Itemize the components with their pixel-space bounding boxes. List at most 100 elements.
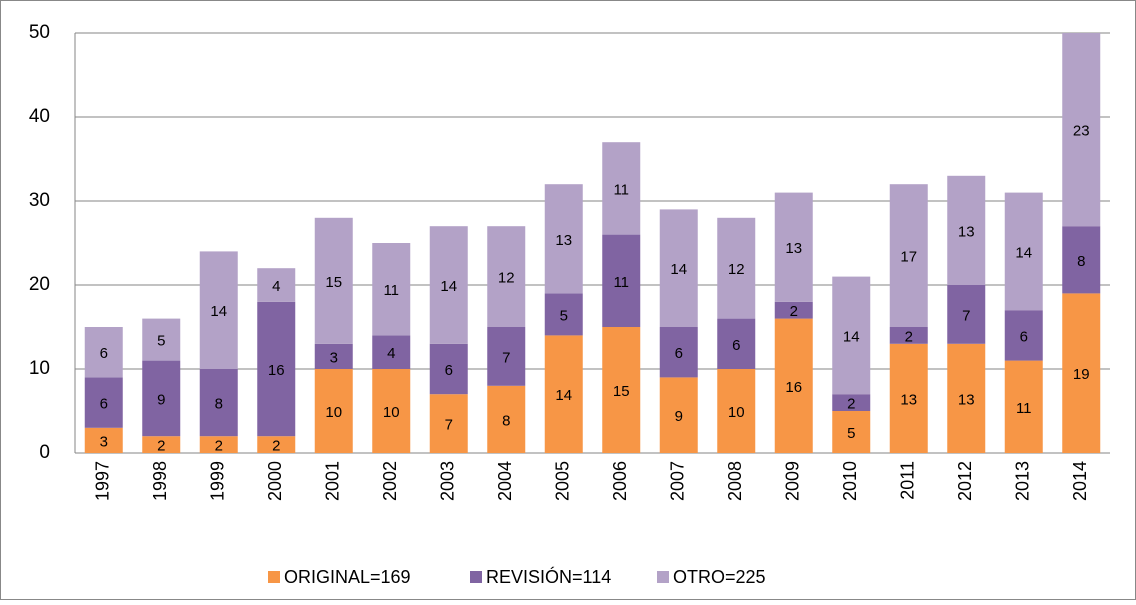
bar-segment [142,318,181,361]
data-label: 2 [905,328,913,345]
y-tick-label: 20 [29,274,50,295]
x-tick-label: 2002 [380,461,400,501]
bar-segment [602,234,641,327]
bar-segment [429,394,468,453]
bar-segment [659,209,698,327]
bar-segment [1004,310,1043,361]
bar-segment [372,369,411,453]
bar-segment [487,327,526,386]
bar-segment [717,217,756,319]
data-label: 19 [1073,366,1090,383]
data-label: 17 [900,249,917,266]
data-label: 2 [790,303,798,320]
legend-swatch [470,571,482,583]
x-tick-label: 2007 [668,461,688,501]
bar-segment [947,343,986,453]
x-tick-label: 2006 [610,461,630,501]
data-label: 14 [1015,244,1032,261]
x-tick-label: 1999 [208,461,228,501]
bar-segment [544,184,583,294]
data-label: 5 [560,307,568,324]
x-tick-label: 2001 [323,461,343,501]
bar-segment [774,192,813,302]
legend-swatch [268,571,280,583]
data-label: 6 [100,345,108,362]
data-label: 16 [268,362,285,379]
data-label: 11 [613,181,629,198]
data-label: 8 [215,396,223,413]
data-label: 15 [613,383,630,400]
bar-segment [889,343,928,453]
x-tick-label: 2012 [955,461,975,501]
bar-segment [832,394,871,411]
bar-segment [372,243,411,336]
bar-segment [717,318,756,369]
bar-segment [832,411,871,453]
bar-segment [314,343,353,369]
data-label: 8 [502,412,510,429]
bar-segment [659,327,698,378]
bar-segment [199,369,238,437]
bar-segment [429,226,468,344]
x-tick-label: 2010 [840,461,860,501]
legend-label: OTRO=225 [673,567,766,587]
data-label: 16 [785,379,802,396]
bar-segment [1062,226,1101,294]
data-label: 6 [100,396,108,413]
x-tick-label: 2005 [553,461,573,501]
data-label: 3 [100,433,108,450]
data-label: 10 [728,404,745,421]
x-tick-label: 2009 [783,461,803,501]
data-label: 23 [1073,123,1090,140]
x-tick-label: 1998 [150,461,170,501]
x-tick-label: 2000 [265,461,285,501]
bar-segment [257,301,296,437]
data-label: 2 [157,438,165,455]
data-label: 13 [958,223,975,240]
bar-segment [947,285,986,344]
bar-segment [947,175,986,285]
x-tick-label: 2014 [1070,461,1090,501]
bar-segment [84,427,123,453]
data-label: 6 [732,337,740,354]
data-label: 13 [900,391,917,408]
data-label: 13 [785,240,802,257]
data-label: 5 [847,425,855,442]
bar-segment [602,327,641,453]
data-label: 11 [383,282,399,299]
bar-segment [199,251,238,369]
data-label: 9 [157,391,165,408]
bar-segment [142,436,181,453]
data-label: 3 [330,349,338,366]
bar-segment [774,318,813,453]
y-tick-label: 50 [29,22,50,43]
bar-segment [832,276,871,395]
bar-segment [429,343,468,395]
data-label: 14 [555,387,572,404]
bar-segment [659,377,698,453]
data-label: 6 [1020,328,1028,345]
bar-segment [372,335,411,369]
data-label: 10 [325,404,342,421]
data-label: 12 [498,270,515,287]
data-label: 14 [210,303,227,320]
data-label: 2 [272,438,280,455]
bar-segment [717,369,756,453]
data-label: 6 [675,345,683,362]
y-tick-label: 30 [29,190,50,211]
data-label: 6 [445,362,453,379]
data-label: 15 [325,274,342,291]
bar-segment [314,369,353,453]
bar-segment [889,327,928,344]
bar-segment [487,226,526,327]
data-label: 13 [958,391,975,408]
data-label: 12 [728,261,745,278]
data-label: 7 [502,349,510,366]
bar-segment [889,184,928,327]
bar-segment [257,436,296,453]
x-tick-label: 2004 [495,461,515,501]
bar-segment [602,142,641,235]
bar-segment [257,268,296,302]
bar-segment [544,293,583,336]
